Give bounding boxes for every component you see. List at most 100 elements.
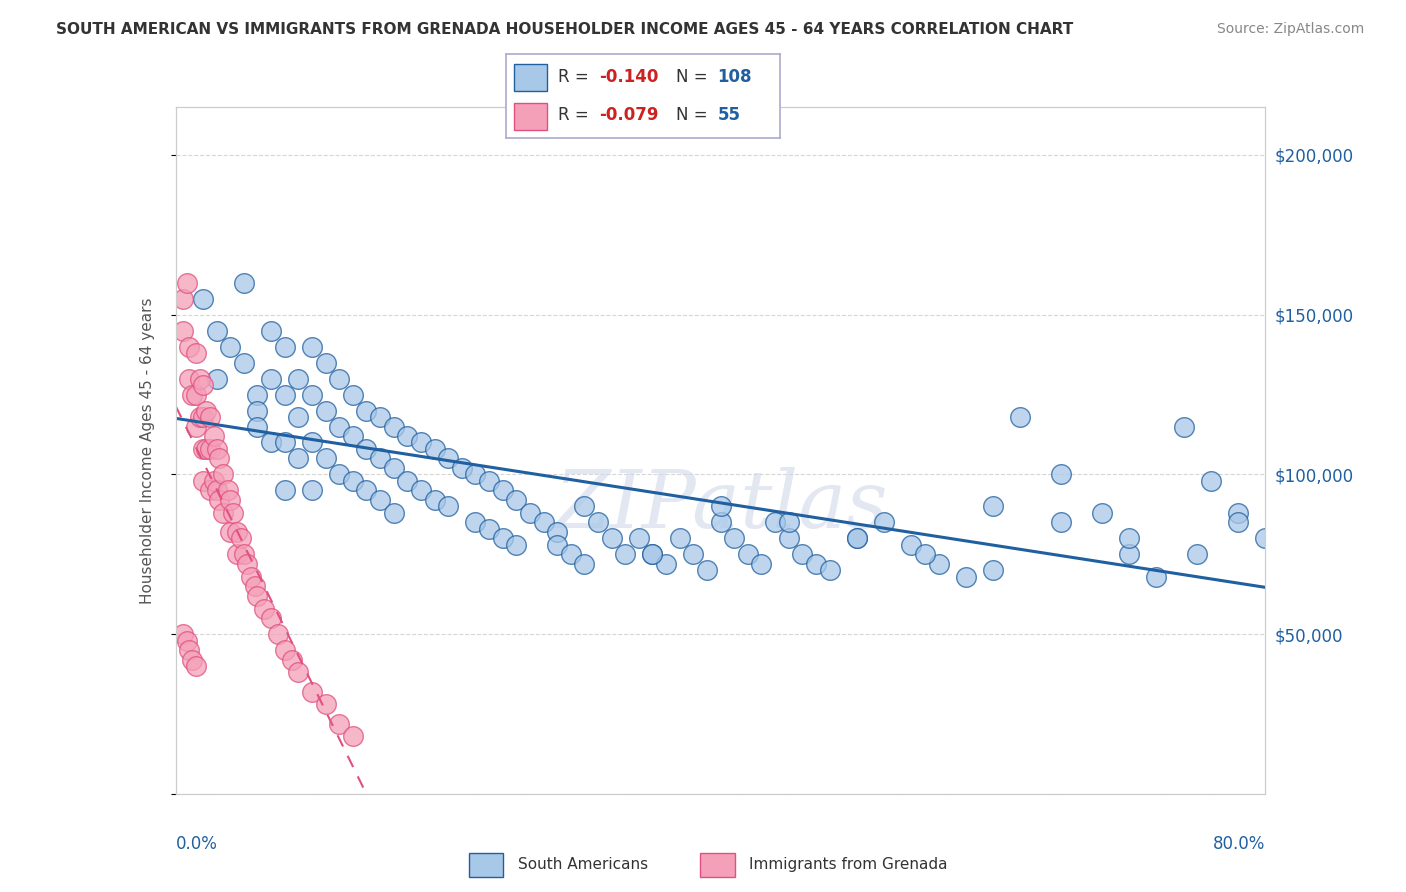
Point <box>519 506 541 520</box>
Text: Source: ZipAtlas.com: Source: ZipAtlas.com <box>1216 22 1364 37</box>
Point <box>574 500 596 514</box>
Point <box>217 483 239 498</box>
Point <box>219 524 242 539</box>
Point <box>315 698 337 712</box>
Point <box>450 461 472 475</box>
Point <box>191 292 214 306</box>
Point <box>792 547 814 561</box>
Point <box>226 547 249 561</box>
Point <box>246 589 269 603</box>
Point <box>696 563 718 577</box>
Point <box>492 483 515 498</box>
Point <box>368 493 391 508</box>
Point <box>641 547 664 561</box>
Point <box>194 442 217 456</box>
Point <box>301 387 323 401</box>
Point <box>172 292 194 306</box>
Point <box>804 557 827 571</box>
Point <box>315 356 337 370</box>
Point <box>1050 467 1073 482</box>
Text: South Americans: South Americans <box>517 857 648 871</box>
Text: Immigrants from Grenada: Immigrants from Grenada <box>749 857 948 871</box>
Point <box>212 467 235 482</box>
Point <box>1199 474 1222 488</box>
Point <box>396 429 419 443</box>
Point <box>409 435 432 450</box>
Point <box>179 340 201 354</box>
Point <box>186 346 208 360</box>
Point <box>396 474 419 488</box>
Point <box>267 627 290 641</box>
Point <box>188 409 211 424</box>
Point <box>751 557 773 571</box>
Point <box>914 547 936 561</box>
Point <box>328 419 350 434</box>
Text: -0.079: -0.079 <box>599 106 659 124</box>
Point <box>208 451 231 466</box>
Point <box>763 516 786 530</box>
Point <box>505 538 527 552</box>
Point <box>191 378 214 392</box>
Point <box>243 579 266 593</box>
Point <box>198 442 221 456</box>
Point <box>382 506 405 520</box>
Point <box>274 643 297 657</box>
Point <box>1187 547 1209 561</box>
Point <box>186 419 208 434</box>
Point <box>176 633 198 648</box>
Point <box>205 483 228 498</box>
Point <box>179 643 201 657</box>
Point <box>186 659 208 673</box>
Point <box>188 371 211 385</box>
Point <box>1173 419 1195 434</box>
Point <box>176 276 198 290</box>
Point <box>287 409 309 424</box>
Point <box>533 516 555 530</box>
Point <box>546 538 568 552</box>
Point <box>205 324 228 338</box>
Point <box>222 506 245 520</box>
Point <box>546 524 568 539</box>
Point <box>492 531 515 545</box>
Point <box>191 474 214 488</box>
Point <box>614 547 637 561</box>
Point <box>260 435 283 450</box>
Point <box>205 371 228 385</box>
Point <box>1091 506 1114 520</box>
Point <box>198 483 221 498</box>
Point <box>181 387 204 401</box>
FancyBboxPatch shape <box>700 853 734 878</box>
Point <box>1144 569 1167 583</box>
Point <box>301 435 323 450</box>
Point <box>368 409 391 424</box>
Point <box>235 557 257 571</box>
Point <box>1010 409 1032 424</box>
Point <box>1118 531 1140 545</box>
Point <box>231 531 253 545</box>
Point <box>356 403 378 417</box>
Point <box>423 442 446 456</box>
Point <box>356 483 378 498</box>
Point <box>955 569 977 583</box>
Point <box>437 500 460 514</box>
Point <box>723 531 745 545</box>
Point <box>505 493 527 508</box>
Point <box>1254 531 1277 545</box>
Point <box>186 387 208 401</box>
Point <box>778 516 800 530</box>
Point <box>301 483 323 498</box>
FancyBboxPatch shape <box>515 63 547 91</box>
Point <box>845 531 868 545</box>
Point <box>328 716 350 731</box>
Point <box>287 665 309 680</box>
Point <box>179 371 201 385</box>
Point <box>464 516 486 530</box>
Point <box>301 684 323 698</box>
Point <box>873 516 896 530</box>
Point <box>253 601 276 615</box>
Point <box>274 483 297 498</box>
Point <box>181 653 204 667</box>
Point <box>260 371 283 385</box>
Point <box>287 371 309 385</box>
Text: N =: N = <box>676 69 707 87</box>
